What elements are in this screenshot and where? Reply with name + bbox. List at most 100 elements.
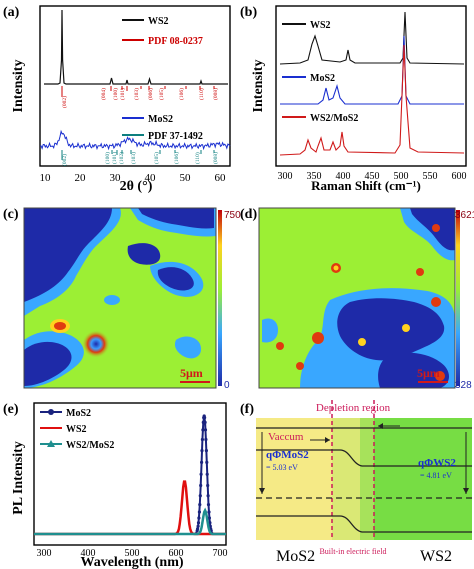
panel-e-xtick: 400	[81, 548, 96, 559]
hkl-label: (110)	[194, 152, 201, 164]
hkl-label: (101)	[119, 88, 126, 100]
raman-mos2-trace	[280, 35, 464, 105]
hkl-label: (101)	[111, 152, 118, 164]
ref-mos2-ticks	[61, 150, 215, 160]
map-c-features	[24, 208, 216, 388]
panel-b-frame	[275, 5, 467, 167]
pl-point-mos2	[207, 510, 211, 514]
pl-point-mos2	[196, 524, 200, 528]
panel-a-frame	[39, 5, 231, 167]
pl-legend-ws2: WS2	[66, 424, 87, 435]
map-c-frame	[23, 207, 217, 389]
ref-mos2-hkl: (002) (100) (101) (102) (103) (105) (106…	[61, 152, 219, 166]
legend-mos2: MoS2	[148, 114, 173, 125]
band-region-ws2	[360, 418, 472, 540]
hkl-label: (106)	[178, 88, 185, 100]
pl-point-mos2	[199, 483, 203, 488]
ref-ws2-ticks	[61, 86, 215, 97]
panel-a-xtick: 40	[145, 172, 157, 184]
hkl-label: (002)	[61, 96, 68, 108]
built-in-field-label: Built-in electric field	[319, 547, 386, 556]
raman-ws2-trace	[279, 11, 465, 65]
legend-ws2: WS2	[148, 16, 169, 27]
conduction-band	[256, 449, 472, 467]
panel-e-legend: MoS2 WS2 WS2/MoS2	[40, 408, 114, 451]
hkl-label: (008)	[212, 88, 219, 100]
colorbar-c-max: 750	[224, 210, 241, 221]
phi-ws2-value: = 4.81 eV	[420, 471, 452, 480]
panel-c-label: (c)	[3, 207, 19, 222]
hkl-label: (008)	[212, 152, 219, 164]
map-d-features	[262, 208, 455, 388]
hkl-label: (100)	[112, 88, 119, 100]
map-d-frame	[258, 207, 456, 389]
panel-e-xtick: 600	[169, 548, 184, 559]
panel-a-label: (a)	[3, 5, 20, 20]
depletion-zone	[332, 418, 374, 540]
band-left-material: MoS2	[276, 548, 315, 565]
raman-legend-ws2: WS2	[310, 20, 331, 31]
panel-e-xtick: 700	[213, 548, 228, 559]
phi-mos2-value: = 5.03 eV	[266, 463, 298, 472]
pl-point-mos2	[199, 472, 203, 476]
colorbar-c-min: 0	[224, 380, 230, 391]
panel-e-xticks: 300 400 500 600 700	[37, 548, 228, 559]
pl-point-mos2	[204, 449, 208, 453]
raman-legend-mos2: MoS2	[310, 73, 335, 84]
panel-f-label: (f)	[240, 402, 254, 417]
panel-b-xticks: 300 350 400 450 500 550 600	[278, 171, 467, 182]
xrd-ws2-trace	[44, 9, 228, 85]
panel-b: (b) Intensity Raman Shift (cm⁻¹) 300 350…	[240, 5, 467, 193]
pl-legend-het: WS2/MoS2	[66, 440, 114, 451]
panel-a-xticks: 10 20 30 40 50 60	[40, 172, 227, 184]
panel-b-xtick: 450	[365, 171, 380, 182]
hkl-label: (110)	[198, 88, 205, 100]
hkl-label: (006)	[147, 88, 154, 100]
panel-e-xtick: 500	[125, 548, 140, 559]
panel-e-xtick: 300	[37, 548, 52, 559]
pl-point-mos2	[203, 420, 207, 424]
panel-a-xtick: 60	[215, 172, 227, 184]
pl-point-mos2	[198, 503, 202, 507]
panel-a-legend-bottom: MoS2 PDF 37-1492	[122, 114, 203, 142]
panel-e: (e) PL Intensity Wavelength (nm) 300 400…	[3, 402, 228, 569]
pl-point-mos2	[200, 460, 204, 464]
raman-het-trace	[279, 44, 465, 156]
ref-ws2-hkl: (002) (004) (100) (101) (103) (006) (105…	[61, 88, 219, 108]
hkl-label: (105)	[153, 152, 160, 164]
panel-b-xtick: 400	[336, 171, 351, 182]
hkl-label: (103)	[133, 88, 140, 100]
pl-point-mos2	[206, 483, 210, 488]
valence-band	[256, 515, 472, 533]
scalebar-d-label: 5μm	[417, 366, 440, 380]
panel-b-label: (b)	[240, 5, 257, 20]
hkl-label: (102)	[118, 152, 125, 164]
colorbar-d-min: 328	[455, 380, 472, 391]
hkl-label: (004)	[100, 88, 107, 100]
depletion-region-label: Depletion region	[316, 402, 391, 414]
pl-series-ws2mos2	[34, 507, 226, 536]
raman-legend-het: WS2/MoS2	[310, 113, 358, 124]
panel-a-legend-top: WS2 PDF 08-0237	[122, 16, 203, 47]
scalebar-c-label: 5μm	[180, 366, 203, 380]
panel-f: (f) Depletion region Vaccum qΦMoS2 = 5.0…	[240, 400, 472, 565]
panel-b-legend: WS2 MoS2 WS2/MoS2	[282, 20, 358, 124]
pl-point-mos2	[207, 516, 211, 520]
pl-point-mos2	[203, 428, 208, 432]
pl-curves	[34, 414, 226, 536]
panel-a-xtick: 20	[75, 172, 87, 184]
panel-e-frame	[33, 402, 227, 546]
panel-b-xtick: 600	[452, 171, 467, 182]
panel-a-xlabel: 2θ (°)	[120, 179, 153, 194]
panel-a: (a) Intensity 2θ (°) 10 20 30 40 50 60	[3, 5, 231, 194]
colorbar-d-max: 3621	[455, 210, 474, 221]
band-right-material: WS2	[420, 548, 452, 565]
pl-point-mos2	[197, 516, 201, 520]
panel-a-xtick: 10	[40, 172, 52, 184]
pl-point-mos2	[205, 472, 209, 476]
pl-point-mos2	[206, 503, 211, 507]
panel-d-label: (d)	[240, 207, 257, 222]
panel-b-xtick: 550	[423, 171, 438, 182]
pl-point-mos2	[205, 460, 209, 464]
phi-mos2-label: qΦMoS2	[266, 449, 309, 461]
